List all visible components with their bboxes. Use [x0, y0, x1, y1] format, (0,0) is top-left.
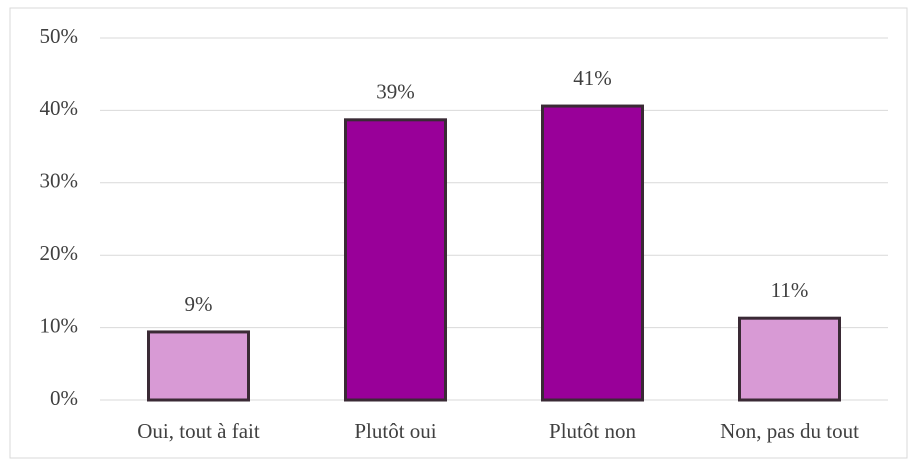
y-tick-label: 50%: [40, 24, 79, 48]
data-label: 9%: [185, 292, 213, 316]
data-label: 41%: [573, 66, 612, 90]
x-tick-label: Plutôt oui: [354, 419, 436, 443]
y-tick-label: 0%: [50, 386, 78, 410]
y-tick-label: 30%: [40, 169, 79, 193]
bar: [541, 104, 644, 402]
bar: [147, 330, 250, 402]
x-tick-label: Non, pas du tout: [720, 419, 859, 443]
bar: [344, 118, 447, 402]
bar: [738, 316, 841, 402]
y-tick-label: 10%: [40, 313, 79, 337]
x-tick-label: Oui, tout à fait: [137, 419, 260, 443]
data-label: 11%: [771, 278, 809, 302]
chart-frame: [9, 7, 908, 459]
y-tick-label: 20%: [40, 241, 79, 265]
x-tick-label: Plutôt non: [549, 419, 636, 443]
y-tick-label: 40%: [40, 96, 79, 120]
data-label: 39%: [376, 80, 415, 104]
